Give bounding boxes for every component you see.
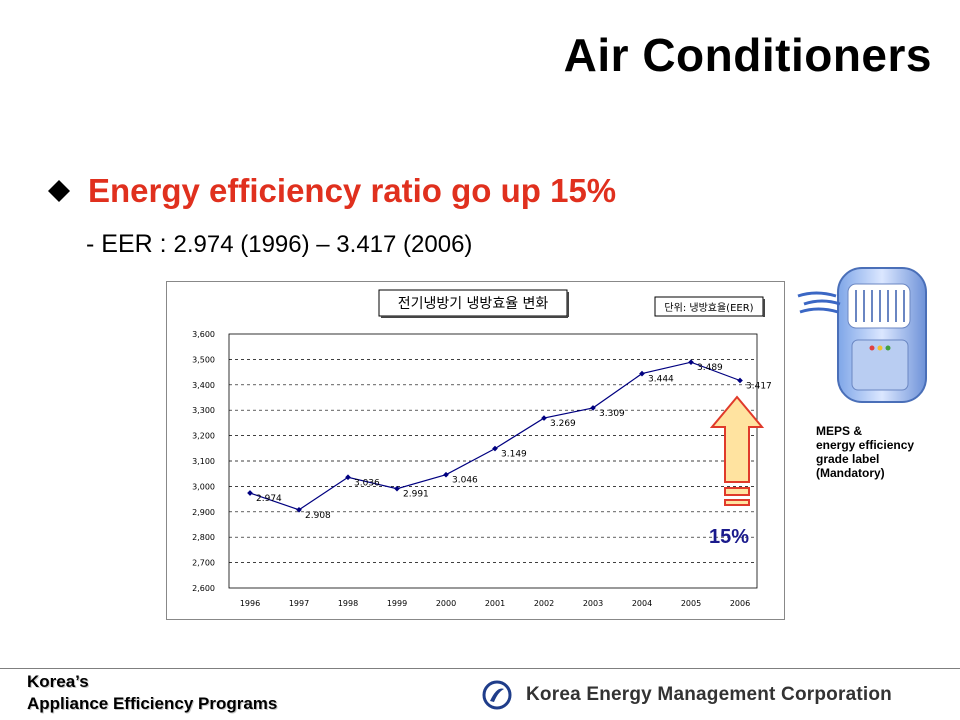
- footer-logo: Korea Energy Management Corporation: [482, 680, 892, 710]
- meps-line: grade label: [816, 452, 880, 466]
- growth-annotation: 15%: [709, 526, 749, 548]
- y-tick-label: 3,300: [192, 406, 215, 415]
- footer-line-1: Korea’s: [27, 672, 89, 691]
- x-tick-label: 1998: [338, 599, 358, 608]
- data-label: 3.149: [501, 450, 527, 460]
- kemco-logo-icon: [482, 680, 512, 710]
- data-point: [247, 490, 253, 496]
- slide-title: Air Conditioners: [563, 29, 932, 81]
- meps-note: MEPS & energy efficiency grade label (Ma…: [816, 424, 914, 480]
- x-tick-label: 2004: [632, 599, 652, 608]
- meps-line: (Mandatory): [816, 466, 885, 480]
- data-label: 2.908: [305, 511, 331, 521]
- data-label: 3.046: [452, 476, 478, 486]
- data-point: [394, 485, 400, 492]
- x-tick-label: 2002: [534, 599, 554, 608]
- data-label: 3.036: [354, 478, 380, 488]
- chart-title-box: [378, 289, 568, 317]
- meps-line: energy efficiency: [816, 438, 915, 452]
- y-tick-label: 3,200: [192, 432, 215, 441]
- data-label: 2.991: [403, 490, 429, 500]
- data-label: 3.309: [599, 409, 625, 419]
- data-label: 3.489: [697, 363, 723, 373]
- x-tick-label: 2001: [485, 599, 505, 608]
- chart-svg: 전기냉방기 냉방효율 변화 단위: 냉방효율(EER) 3,6003,5003,…: [192, 289, 772, 608]
- bullet-text: Energy efficiency ratio go up 15%: [88, 172, 617, 209]
- organization-name: Korea Energy Management Corporation: [526, 684, 892, 705]
- data-point: [639, 370, 645, 377]
- data-point: [590, 405, 596, 411]
- x-tick-label: 1996: [240, 599, 260, 608]
- data-labels: 2.974 2.908 3.036 2.991 3.046 3.149 3.269 3.309…: [256, 363, 772, 521]
- x-tick-label: 2000: [436, 599, 456, 608]
- eer-subpoint: - EER : 2.974 (1996) – 3.417 (2006): [86, 230, 472, 259]
- diamond-icon: [48, 180, 70, 202]
- y-tick-label: 2,800: [192, 533, 215, 542]
- eer-chart: 전기냉방기 냉방효율 변화 단위: 냉방효율(EER) 3,600 3,500 3,…: [166, 281, 785, 620]
- x-tick-label: 2005: [681, 599, 701, 608]
- footer-divider: [0, 668, 960, 669]
- footer-program-name: Korea’s Appliance Efficiency Programs: [27, 671, 277, 715]
- bullet-point: Energy efficiency ratio go up 15%: [48, 172, 616, 210]
- up-arrow-icon: [709, 395, 765, 506]
- data-point: [296, 506, 302, 513]
- y-tick-label: 3,500: [192, 355, 215, 364]
- x-tick-label: 2006: [730, 599, 750, 608]
- data-point: [443, 471, 449, 478]
- x-tick-label: 2003: [583, 599, 603, 608]
- data-point: [688, 359, 694, 366]
- x-tick-label: 1997: [289, 599, 309, 608]
- data-points: [247, 359, 743, 513]
- y-tick-labels: 3,600 3,500 3,400 3,300 3,200 3,100 3,000 2,900…: [192, 330, 215, 593]
- y-tick-label: 3,000: [192, 482, 215, 491]
- gridlines: [229, 359, 757, 563]
- x-tick-label: 1999: [387, 599, 407, 608]
- data-label: 3.444: [648, 375, 674, 385]
- meps-line: MEPS &: [816, 424, 863, 438]
- y-tick-label: 3,400: [192, 381, 215, 390]
- data-point: [492, 445, 498, 452]
- y-tick-label: 3,600: [192, 330, 215, 339]
- chart-title: 전기냉방기 냉방효율 변화: [398, 296, 549, 312]
- eer-values: 2.974 (1996) – 3.417 (2006): [173, 231, 473, 258]
- data-label: 3.269: [550, 419, 576, 429]
- data-point: [345, 474, 351, 481]
- x-tick-labels: 1996 1997 1998 1999 2000 2001 2002 2003 2004 2005…: [240, 599, 750, 608]
- y-tick-label: 2,600: [192, 584, 215, 593]
- eer-prefix: - EER :: [86, 230, 174, 258]
- data-point: [737, 377, 743, 384]
- y-tick-label: 2,900: [192, 508, 215, 517]
- air-conditioner-icon: [797, 267, 927, 403]
- footer-line-2: Appliance Efficiency Programs: [27, 694, 278, 713]
- data-point: [541, 415, 547, 421]
- y-tick-label: 2,700: [192, 559, 215, 568]
- data-label: 2.974: [256, 494, 282, 504]
- chart-unit-label: 단위: 냉방효율(EER): [664, 301, 753, 314]
- data-label: 3.417: [746, 381, 772, 391]
- y-tick-label: 3,100: [192, 457, 215, 466]
